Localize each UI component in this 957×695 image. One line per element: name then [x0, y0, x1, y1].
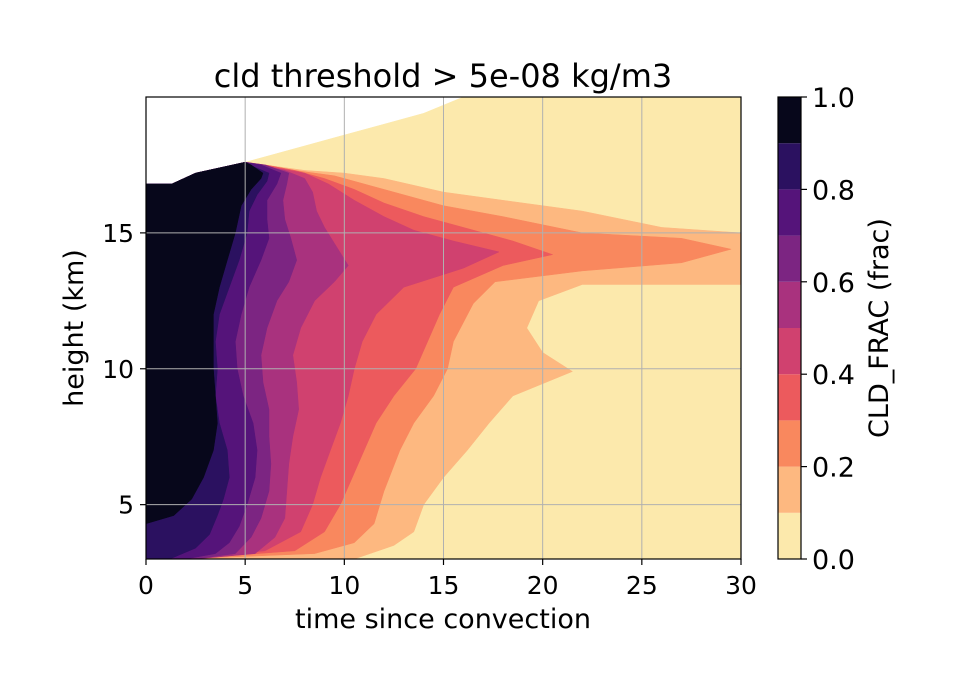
colorbar-segment — [778, 374, 801, 421]
colorbar-tick-label: 1.0 — [812, 83, 855, 114]
colorbar-tick-label: 0.6 — [812, 268, 855, 299]
colorbar-segment — [778, 189, 801, 236]
colorbar-tick-label: 0.0 — [812, 545, 855, 576]
colorbar-segment — [778, 328, 801, 375]
contour-band-0.9 — [146, 161, 264, 524]
colorbar-segment — [778, 420, 801, 467]
colorbar-segment — [778, 143, 801, 190]
y-axis-label: height (km) — [59, 249, 90, 407]
colorbar-segment — [778, 466, 801, 513]
colorbar-segment — [778, 235, 801, 282]
colorbar-segment — [778, 281, 801, 328]
x-tick-label: 10 — [328, 571, 360, 600]
colorbar-segment — [778, 97, 801, 144]
y-tick-label: 5 — [118, 491, 134, 520]
x-tick-label: 30 — [725, 571, 757, 600]
colorbar-label: CLD_FRAC (frac) — [864, 218, 895, 438]
x-tick-label: 25 — [626, 571, 658, 600]
plot-area — [146, 97, 741, 559]
x-tick-label: 5 — [237, 571, 253, 600]
colorbar-tick-label: 0.8 — [812, 175, 855, 206]
y-tick-label: 15 — [102, 219, 134, 248]
grid-lines — [146, 97, 741, 559]
x-tick-label: 0 — [138, 571, 154, 600]
y-tick-label: 10 — [102, 355, 134, 384]
x-axis: 0 5 10 15 20 25 30 — [138, 559, 757, 600]
colorbar-segment — [778, 512, 801, 559]
chart-title: cld threshold > 5e-08 kg/m3 — [214, 57, 672, 95]
x-axis-label: time since convection — [295, 604, 591, 635]
colorbar-frame — [777, 96, 802, 560]
y-axis: 5 10 15 — [102, 219, 146, 520]
colorbar: 0.0 0.2 0.4 0.6 0.8 1.0 — [777, 83, 855, 576]
x-tick-label: 15 — [428, 571, 460, 600]
colorbar-tick-label: 0.4 — [812, 360, 855, 391]
colorbar-tick-label: 0.2 — [812, 453, 855, 484]
x-tick-label: 20 — [527, 571, 559, 600]
